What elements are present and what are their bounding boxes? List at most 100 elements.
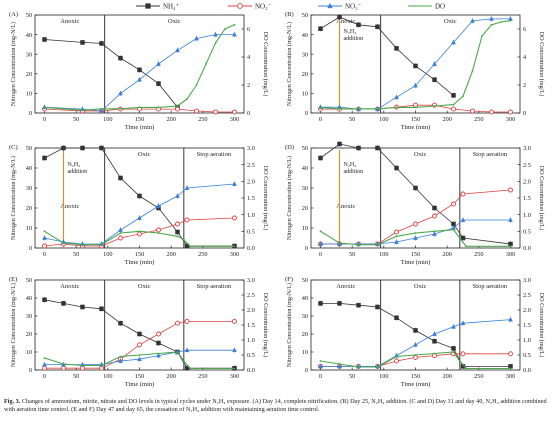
data-point (508, 241, 513, 247)
marker-triangle (184, 347, 190, 353)
data-point (42, 243, 47, 249)
marker-circle (137, 231, 142, 237)
x-tick-label: 150 (411, 116, 420, 123)
data-point (376, 366, 379, 368)
x-tick-label: 250 (474, 373, 483, 380)
y-tick-label: 20 (302, 71, 308, 78)
data-point (156, 61, 161, 66)
series-group (42, 318, 237, 371)
y-tick-label: 30 (26, 185, 32, 192)
marker-square (508, 241, 513, 247)
x-tick-label: 50 (73, 373, 79, 380)
data-point (394, 315, 399, 321)
data-point (465, 245, 468, 248)
x-tick-label: 250 (198, 116, 207, 123)
data-point (452, 228, 455, 231)
marker-square (394, 165, 399, 171)
phase-label: Oxic (444, 18, 457, 25)
x-tick-label: 200 (442, 116, 451, 123)
x-tick-label: 100 (379, 116, 388, 123)
data-point (157, 352, 160, 355)
panel-label: (A) (9, 11, 18, 18)
marker-circle (194, 108, 199, 114)
phase-label: Stop aeration (473, 151, 508, 158)
data-point (119, 355, 122, 358)
data-point (184, 217, 190, 223)
y-axis-label: Nitrogen Concentration (mg-N/L) (10, 22, 17, 106)
data-point (481, 35, 483, 37)
series-line (44, 24, 235, 111)
y-tick-label: 10 (26, 91, 32, 98)
y2-axis-label: DO Concentration (mg/L) (262, 32, 269, 97)
marker-square (184, 365, 190, 371)
data-point (509, 367, 512, 370)
x-tick-label: 300 (506, 116, 515, 123)
marker-triangle (137, 356, 142, 362)
data-point (413, 63, 418, 69)
data-point (43, 106, 46, 109)
data-point (413, 82, 418, 88)
data-point (119, 107, 122, 110)
marker-square (337, 301, 342, 306)
y-tick-label: 20 (26, 71, 32, 78)
marker-triangle (394, 94, 399, 100)
phase-label: Anoxic (336, 18, 355, 25)
data-point (375, 24, 380, 30)
y2-tick-label: 0.5 (523, 352, 531, 359)
marker-square (118, 320, 123, 326)
marker-square (80, 304, 85, 310)
data-point (61, 145, 66, 151)
y2-axis-label: DO Concentration (mg/L) (538, 293, 545, 358)
marker-square (175, 229, 180, 235)
annotation-label: N₂H₄ (68, 162, 81, 168)
data-point (43, 230, 46, 233)
x-tick-label: 250 (474, 116, 483, 123)
data-point (432, 77, 437, 82)
y-tick-label: 0 (29, 367, 32, 374)
data-point (182, 238, 185, 241)
data-point (490, 23, 493, 26)
data-point (194, 108, 199, 114)
x-tick-label: 200 (166, 373, 175, 380)
x-tick-label: 300 (230, 251, 239, 258)
marker-circle (394, 358, 399, 364)
marker-square (356, 145, 361, 151)
x-tick-label: 250 (198, 373, 207, 380)
phase-label: Oxic (168, 18, 181, 25)
y2-tick-label: 4 (523, 54, 527, 61)
y2-tick-label: 2.5 (247, 162, 255, 169)
marker-square (80, 40, 85, 45)
marker-circle (451, 201, 456, 207)
data-point (184, 365, 190, 371)
data-point (509, 19, 512, 22)
phase-label: Stop aeration (197, 151, 232, 158)
y-tick-label: 40 (302, 295, 308, 302)
x-tick-label: 50 (349, 116, 355, 123)
data-point (118, 320, 123, 326)
series-line (320, 319, 511, 367)
annotation-label: addition (68, 169, 88, 175)
data-point (184, 243, 190, 249)
data-point (470, 18, 475, 23)
data-point (156, 352, 161, 358)
data-point (414, 354, 417, 356)
marker-square (99, 306, 104, 312)
marker-triangle (460, 320, 466, 326)
data-point (432, 338, 437, 344)
data-point (356, 145, 361, 151)
x-tick-label: 100 (103, 373, 112, 380)
marker-circle (42, 243, 47, 249)
x-tick-label: 50 (349, 251, 355, 258)
chart-panel: Anoxic Oxic(A)0 50 100 150 200 250 300010203040… (9, 11, 269, 131)
data-point (176, 105, 179, 107)
marker-circle (184, 217, 190, 223)
data-point (81, 109, 84, 112)
chart-panel: Anoxic Oxic Stop aeration(F)0 50 100 150 200 25… (285, 276, 545, 388)
y-axis-label: Nitrogen Concentration (mg-N/L) (10, 156, 17, 240)
marker-triangle (156, 203, 161, 208)
data-point (62, 242, 65, 244)
data-point (42, 361, 47, 367)
data-point (489, 109, 494, 115)
data-point (451, 324, 456, 329)
x-tick-label: 100 (379, 251, 388, 258)
